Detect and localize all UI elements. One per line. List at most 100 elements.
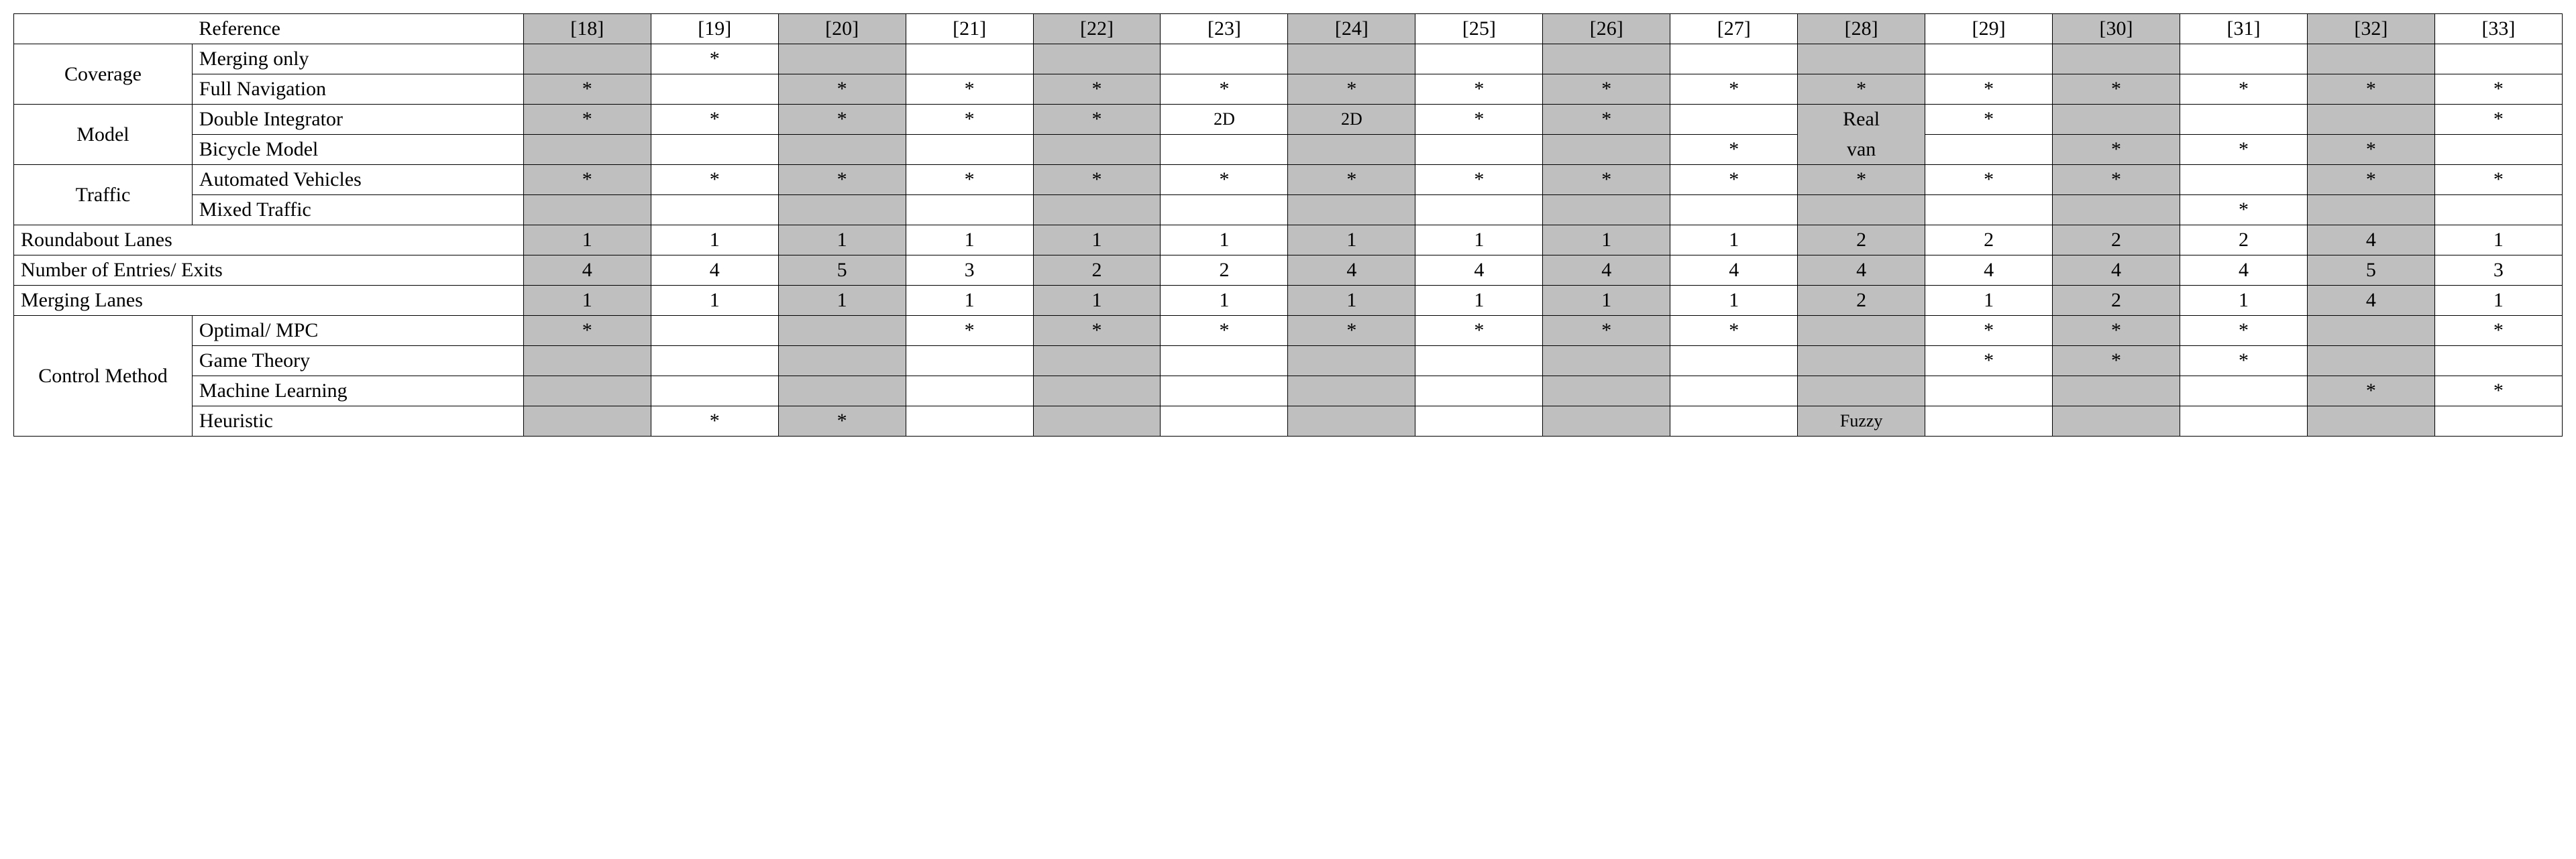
table-cell: *	[1415, 165, 1543, 195]
table-cell: 1	[1288, 225, 1415, 255]
ref-header: [28]	[1798, 14, 1925, 44]
table-cell	[523, 376, 651, 406]
table-cell	[1288, 195, 1415, 225]
table-cell: *	[906, 74, 1033, 105]
attribute-label: Mixed Traffic	[192, 195, 523, 225]
ref-header: [19]	[651, 14, 778, 44]
table-cell	[1543, 195, 1670, 225]
table-cell	[2434, 44, 2562, 74]
table-cell: *	[1925, 105, 2053, 135]
table-cell	[1033, 406, 1161, 437]
table-cell	[523, 346, 651, 376]
table-cell: *	[906, 105, 1033, 135]
table-cell	[2180, 376, 2307, 406]
table-cell: *	[1798, 165, 1925, 195]
table-cell	[1543, 44, 1670, 74]
table-cell	[2434, 406, 2562, 437]
attribute-label: Automated Vehicles	[192, 165, 523, 195]
table-cell	[1670, 195, 1798, 225]
table-cell	[651, 316, 778, 346]
table-cell	[2053, 376, 2180, 406]
table-cell	[1161, 44, 1288, 74]
table-cell	[1798, 44, 1925, 74]
table-cell: 2	[1161, 255, 1288, 286]
table-cell: 3	[2434, 255, 2562, 286]
table-cell: 1	[523, 225, 651, 255]
table-cell	[2434, 346, 2562, 376]
table-cell: *	[1033, 74, 1161, 105]
attribute-label: Double Integrator	[192, 105, 523, 135]
table-cell: 1	[1033, 225, 1161, 255]
table-cell: van	[1798, 135, 1925, 165]
table-cell	[2307, 105, 2434, 135]
attribute-label: Number of Entries/ Exits	[14, 255, 524, 286]
table-cell	[1670, 346, 1798, 376]
attribute-label: Merging Lanes	[14, 286, 524, 316]
table-cell: 4	[2307, 225, 2434, 255]
table-cell	[1798, 346, 1925, 376]
table-cell	[1670, 44, 1798, 74]
table-cell: *	[1798, 74, 1925, 105]
ref-header: [27]	[1670, 14, 1798, 44]
table-cell: *	[2180, 346, 2307, 376]
category-label: Model	[14, 105, 193, 165]
attribute-label: Roundabout Lanes	[14, 225, 524, 255]
table-cell	[651, 195, 778, 225]
table-cell: 4	[1543, 255, 1670, 286]
table-cell: *	[1670, 74, 1798, 105]
table-cell	[1543, 376, 1670, 406]
reference-header: Reference	[192, 14, 523, 44]
table-cell: *	[2053, 135, 2180, 165]
table-cell: 2	[1798, 225, 1925, 255]
table-cell	[2307, 44, 2434, 74]
table-cell	[2180, 165, 2307, 195]
ref-header: [23]	[1161, 14, 1288, 44]
table-cell	[1415, 376, 1543, 406]
category-label: Coverage	[14, 44, 193, 105]
table-cell: *	[1670, 135, 1798, 165]
table-cell	[1288, 346, 1415, 376]
table-cell: 4	[651, 255, 778, 286]
table-cell	[1033, 346, 1161, 376]
table-cell: 1	[1288, 286, 1415, 316]
ref-header: [21]	[906, 14, 1033, 44]
table-cell: 2	[2053, 225, 2180, 255]
table-cell: *	[1415, 316, 1543, 346]
table-cell	[1288, 406, 1415, 437]
table-cell: *	[523, 316, 651, 346]
table-cell	[2180, 406, 2307, 437]
table-cell: *	[1925, 74, 2053, 105]
table-cell: *	[1161, 165, 1288, 195]
table-cell	[1925, 44, 2053, 74]
table-cell: *	[2053, 316, 2180, 346]
category-label: Control Method	[14, 316, 193, 437]
table-cell: 2	[2053, 286, 2180, 316]
table-cell	[1161, 376, 1288, 406]
table-cell: 1	[1925, 286, 2053, 316]
table-cell: 4	[1798, 255, 1925, 286]
table-cell: 1	[778, 286, 906, 316]
ref-header: [22]	[1033, 14, 1161, 44]
table-cell: *	[1415, 105, 1543, 135]
table-cell: *	[778, 406, 906, 437]
table-cell	[1925, 135, 2053, 165]
table-cell	[651, 74, 778, 105]
table-cell: 2	[1033, 255, 1161, 286]
ref-header: [20]	[778, 14, 906, 44]
table-cell	[523, 44, 651, 74]
table-cell	[2053, 406, 2180, 437]
table-cell: 1	[2434, 225, 2562, 255]
table-cell: *	[778, 105, 906, 135]
table-cell: *	[906, 316, 1033, 346]
table-cell	[2053, 105, 2180, 135]
table-cell	[906, 376, 1033, 406]
table-cell	[1288, 44, 1415, 74]
table-cell: *	[1670, 165, 1798, 195]
table-cell: *	[1925, 165, 2053, 195]
table-cell	[1670, 406, 1798, 437]
ref-header: [33]	[2434, 14, 2562, 44]
attribute-label: Bicycle Model	[192, 135, 523, 165]
table-cell: 1	[906, 225, 1033, 255]
table-cell	[1798, 376, 1925, 406]
ref-header: [32]	[2307, 14, 2434, 44]
